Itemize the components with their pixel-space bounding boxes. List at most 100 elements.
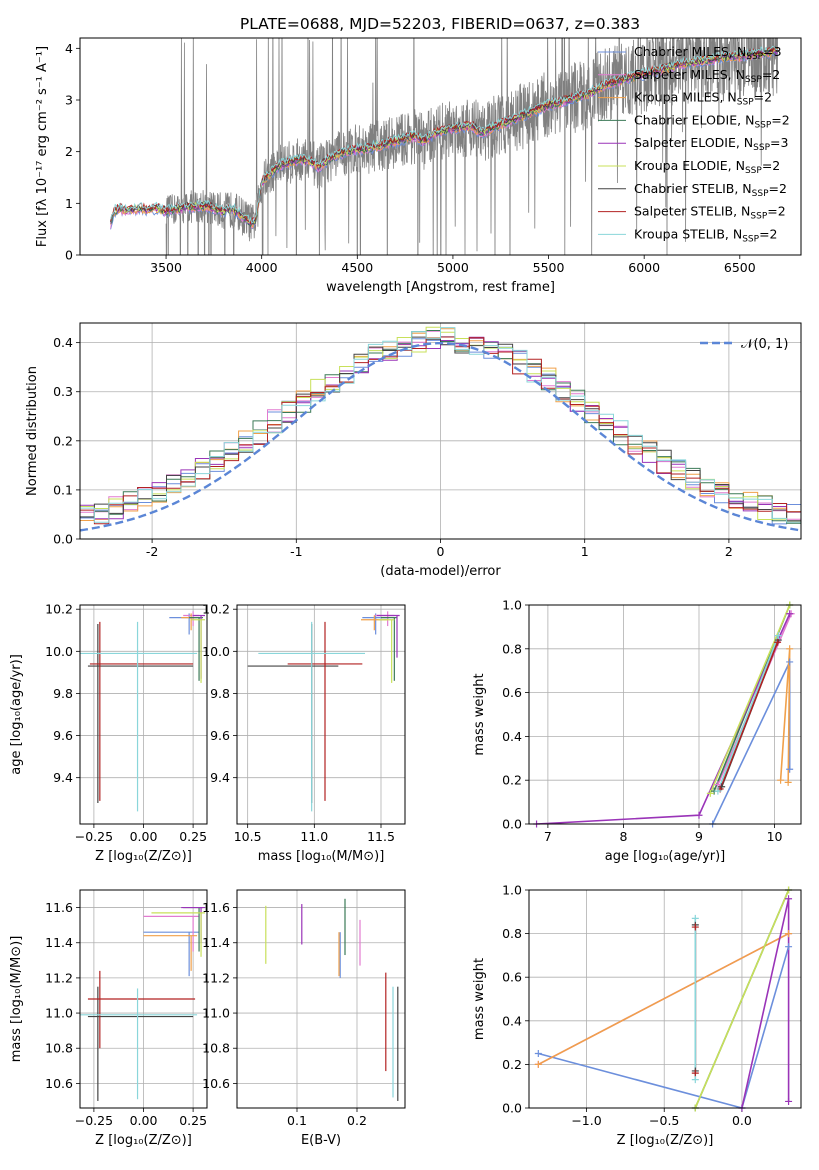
legend: Chabrier MILES, NSSP=3 Salpeter MILES, NS…	[598, 44, 790, 244]
weight-line-kroupa_miles	[779, 648, 791, 783]
x-tick-label: 6000	[628, 260, 660, 275]
y-tick-label: 0.2	[502, 773, 522, 788]
legend-label-chabrier_stelib: Chabrier STELIB, NSSP=2	[634, 181, 787, 199]
x-tick-label: 9	[695, 829, 703, 844]
legend-subscript: SSP	[750, 212, 767, 222]
x-tick-label: −0.25	[75, 829, 113, 844]
legend-tail: =2	[762, 158, 780, 173]
x-tick-label: 4500	[341, 260, 373, 275]
x-tick-label: 0.25	[179, 1113, 207, 1128]
y-axis-label: mass weight	[472, 673, 487, 755]
y-tick-label: 0.6	[502, 970, 522, 985]
y-tick-label: 1.0	[502, 598, 522, 613]
residual-hist-kroupa_stelib	[80, 327, 801, 523]
y-tick-label: 10.0	[202, 644, 230, 659]
panel-residuals: -2 -1 0 1 2 0.0 0.1 0.2 0.3 0.4 (data-model)/error…	[25, 322, 802, 579]
plot-area	[529, 605, 801, 824]
weight-marker-salpeter_elodie	[695, 811, 703, 819]
weight-line-kroupa_elodie	[694, 890, 790, 1108]
gaussian-curve	[80, 342, 799, 532]
figure-title: PLATE=0688, MJD=52203, FIBERID=0637, z=0…	[240, 15, 640, 33]
weight-line-chabrier_miles	[538, 946, 790, 1108]
weight-marker-kroupa_elodie	[706, 789, 714, 797]
x-tick-label: −1.0	[571, 1113, 601, 1128]
y-axis-label: Flux [fλ 10⁻¹⁷ erg cm⁻² s⁻¹ A⁻¹]	[35, 46, 50, 247]
y-tick-label: 10.2	[45, 602, 73, 617]
y-tick-label: 11.4	[202, 935, 230, 950]
y-tick-label: 10.8	[202, 1041, 230, 1056]
x-tick-label: 5000	[437, 260, 469, 275]
x-tick-label: 2	[725, 544, 733, 559]
legend-tail: =3	[763, 44, 781, 59]
axes-frame	[79, 322, 802, 540]
legend-label-salpeter_miles: Salpeter MILES, NSSP=2	[634, 67, 780, 85]
legend-label-chabrier_elodie: Chabrier ELODIE, NSSP=2	[634, 112, 790, 130]
x-tick-label: 10	[767, 829, 783, 844]
weight-marker-kroupa_stelib	[714, 787, 722, 795]
plot-area	[529, 890, 801, 1108]
weight-marker-chabrier_miles	[534, 1050, 542, 1057]
weight-marker-kroupa_miles	[534, 1060, 542, 1068]
y-axis-label: age [log₁₀(age/yr)]	[9, 654, 24, 775]
x-tick-label: 1	[581, 544, 589, 559]
weight-line-salpeter_elodie	[536, 613, 791, 824]
weight-marker-salpeter_elodie	[786, 610, 794, 618]
x-tick-label: 3500	[150, 260, 182, 275]
legend-label-kroupa_miles: Kroupa MILES, NSSP=2	[634, 90, 772, 108]
weight-marker-kroupa_miles	[786, 645, 794, 653]
legend-subscript: SSP	[737, 98, 754, 108]
x-tick-label: 11.5	[367, 829, 395, 844]
weight-marker-chabrier_miles	[786, 658, 794, 666]
weight-line-salpeter_stelib	[719, 641, 779, 790]
x-tick-label: 7	[544, 829, 552, 844]
x-axis-label: Z [log₁₀(Z/Z⊙)]	[617, 1133, 714, 1148]
legend-label-kroupa_elodie: Kroupa ELODIE, NSSP=2	[634, 158, 780, 176]
weight-marker-salpeter_elodie	[785, 895, 793, 903]
y-tick-label: 10.6	[202, 1076, 230, 1091]
legend-tail: =2	[767, 204, 785, 219]
x-axis-label: Z [log₁₀(Z/Z⊙)]	[95, 1133, 192, 1148]
x-tick-label: 0.0	[732, 1113, 752, 1128]
x-tick-label: −0.25	[75, 1113, 113, 1128]
x-tick-label: 5500	[533, 260, 565, 275]
x-tick-label: 0.00	[130, 1113, 158, 1128]
y-tick-label: 4	[65, 41, 73, 56]
axes-frame	[236, 889, 406, 1109]
legend-label-salpeter_elodie: Salpeter ELODIE, NSSP=3	[634, 135, 788, 153]
panel-spectrum: 3500 4000 4500 5000 5500 6000 6500 0 1 2 3 4 wavelen…	[35, 37, 802, 295]
legend-label-kroupa_stelib: Kroupa STELIB, NSSP=2	[634, 226, 778, 244]
plot-area	[237, 890, 405, 1108]
weight-marker-kroupa_stelib	[691, 914, 699, 922]
x-tick-label: 6500	[724, 260, 756, 275]
y-tick-label: 0.8	[502, 641, 522, 656]
y-tick-label: 9.4	[210, 770, 230, 785]
weight-marker-salpeter_stelib	[691, 1069, 699, 1077]
legend-tail: =2	[754, 90, 772, 105]
y-tick-label: 9.6	[53, 728, 73, 743]
y-tick-label: 0.0	[53, 532, 73, 547]
plot-area	[80, 323, 801, 539]
y-tick-label: 11.2	[202, 970, 230, 985]
legend-label-chabrier_miles: Chabrier MILES, NSSP=3	[634, 44, 782, 62]
y-tick-label: 0.3	[53, 384, 73, 399]
panel-age_vs_Z: −0.25 0.00 0.25 9.4 9.6 9.8 10.0 10.2 Z [log₁₀(Z…	[9, 602, 208, 864]
y-tick-label: 0.6	[502, 685, 522, 700]
y-tick-label: 0.2	[53, 433, 73, 448]
y-tick-label: 10.8	[45, 1041, 73, 1056]
x-axis-label: Z [log₁₀(Z/Z⊙)]	[95, 849, 192, 864]
weight-line-chabrier_miles	[711, 661, 791, 824]
panels: 3500 4000 4500 5000 5500 6000 6500 0 1 2 3 4 wavelen…	[9, 37, 802, 1148]
x-axis-label: wavelength [Angstrom, rest frame]	[326, 280, 555, 295]
x-tick-label: 0.00	[130, 829, 158, 844]
weight-line-kroupa_stelib	[717, 635, 780, 792]
y-tick-label: 11.6	[202, 900, 230, 915]
weight-line-salpeter_elodie	[741, 898, 790, 1108]
weight-marker-kroupa_stelib	[774, 632, 782, 640]
weight-marker-salpeter_elodie	[785, 1097, 793, 1105]
y-tick-label: 3	[65, 93, 73, 108]
x-axis-label: (data-model)/error	[380, 564, 501, 579]
y-tick-label: 2	[65, 144, 73, 159]
axes-frame	[528, 889, 802, 1109]
x-axis-label: age [log₁₀(age/yr)]	[605, 849, 726, 864]
